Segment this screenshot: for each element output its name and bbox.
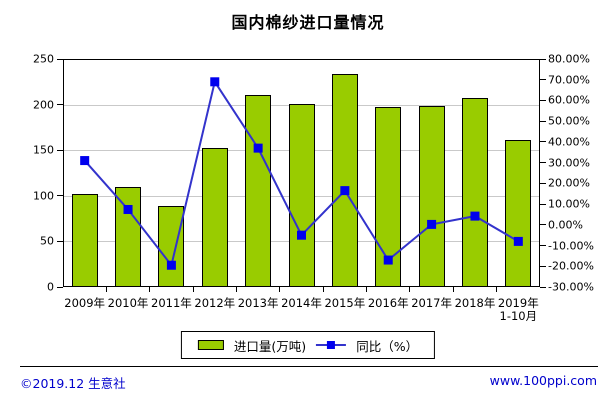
bar-series-swatch — [197, 340, 224, 350]
right-axis-tick — [540, 79, 546, 81]
right-axis-tick — [540, 182, 546, 184]
right-axis-tick — [540, 141, 546, 143]
right-axis-tick — [540, 245, 546, 247]
plot-border — [63, 59, 540, 287]
x-axis-label-2017年: 2017年 — [411, 296, 452, 310]
right-axis-label: 30.00% — [548, 156, 590, 170]
right-axis-tick — [540, 286, 546, 288]
copyright-text: ©2019.12 生意社 — [20, 376, 126, 391]
right-axis-label: 0.00% — [548, 218, 583, 232]
left-axis-tick — [57, 104, 63, 106]
left-axis-label: 150 — [33, 143, 54, 157]
right-axis-label: -30.00% — [548, 280, 594, 294]
right-axis-label: 70.00% — [548, 73, 590, 87]
left-axis-tick — [57, 58, 63, 60]
right-axis-label: 80.00% — [548, 52, 590, 66]
left-axis-tick — [57, 195, 63, 197]
left-axis-label: 50 — [40, 234, 54, 248]
x-axis-label-2011年: 2011年 — [151, 296, 192, 310]
x-axis-tick — [192, 287, 194, 292]
line-series-swatch — [316, 340, 347, 350]
line-swatch-marker — [327, 341, 336, 349]
x-axis-label-2010年: 2010年 — [107, 296, 149, 310]
right-axis-tick — [540, 203, 546, 205]
x-axis-label-2018年: 2018年 — [454, 296, 496, 310]
left-axis-tick — [57, 240, 63, 242]
x-axis-tick — [322, 287, 324, 292]
right-axis-tick — [540, 58, 546, 60]
right-axis-label: 10.00% — [548, 197, 590, 211]
x-axis-label-2009年: 2009年 — [64, 296, 106, 310]
x-axis-label-2015年: 2015年 — [324, 296, 366, 310]
right-axis-label: 40.00% — [548, 135, 590, 149]
website-link[interactable]: www.100ppi.com — [489, 373, 597, 388]
line-series-label: 同比（%） — [356, 338, 419, 354]
right-axis-tick — [540, 265, 546, 267]
right-axis-label: 50.00% — [548, 114, 590, 128]
x-axis-label-2013年: 2013年 — [237, 296, 279, 310]
chart-title: 国内棉纱进口量情况 — [231, 13, 385, 32]
x-axis-label-2019年: 2019年 1-10月 — [497, 296, 539, 323]
legend: 进口量(万吨) 同比（%） — [180, 331, 436, 359]
left-axis-tick — [57, 286, 63, 288]
left-axis-label: 250 — [33, 52, 54, 66]
left-axis-label: 0 — [47, 280, 54, 294]
x-axis-tick — [235, 287, 237, 292]
right-axis-tick — [540, 120, 546, 122]
x-axis-tick — [409, 287, 411, 292]
right-axis-label: 20.00% — [548, 176, 590, 190]
x-axis-tick — [496, 287, 498, 292]
left-axis-label: 200 — [33, 98, 54, 112]
right-axis-label: -10.00% — [548, 239, 594, 253]
x-axis-label-2016年: 2016年 — [367, 296, 409, 310]
left-axis-tick — [57, 149, 63, 151]
right-axis-tick — [540, 224, 546, 226]
x-axis-tick — [279, 287, 281, 292]
x-axis-tick — [105, 287, 107, 292]
right-axis-label: -20.00% — [548, 259, 594, 273]
bar-series-label: 进口量(万吨) — [233, 338, 307, 354]
x-axis-tick — [366, 287, 368, 292]
x-axis-label-2012年: 2012年 — [194, 296, 236, 310]
right-axis-tick — [540, 99, 546, 101]
right-axis-label: 60.00% — [548, 93, 590, 107]
right-axis-tick — [540, 162, 546, 164]
x-axis-label-2014年: 2014年 — [281, 296, 322, 310]
footer-divider — [20, 366, 598, 367]
left-axis-label: 100 — [33, 189, 54, 203]
x-axis-tick — [452, 287, 454, 292]
x-axis-tick — [149, 287, 151, 292]
